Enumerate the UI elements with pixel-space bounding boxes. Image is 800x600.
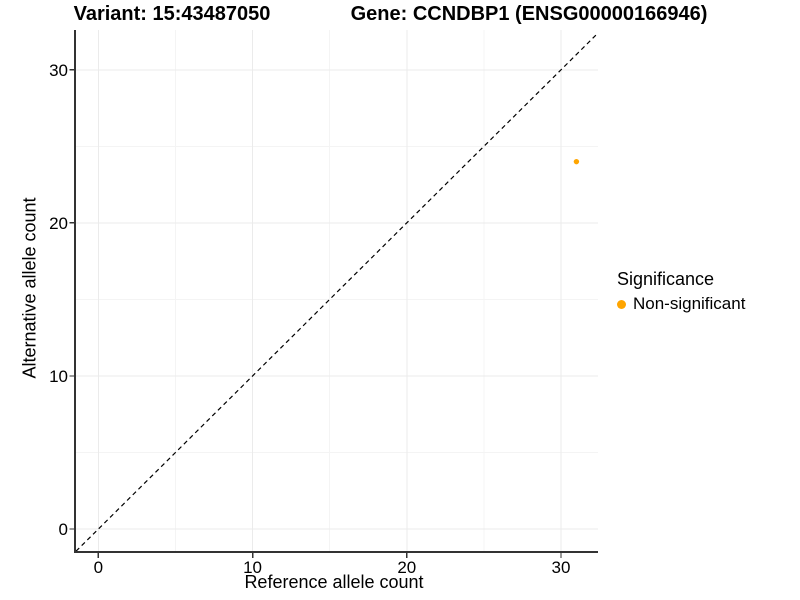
y-tick-label: 10 (49, 367, 68, 386)
identity-line (75, 32, 599, 552)
y-tick-label: 30 (49, 61, 68, 80)
legend: Significance Non-significant (617, 269, 745, 314)
data-point (573, 158, 580, 165)
x-tick-label: 20 (397, 558, 416, 577)
legend-point-icon (617, 299, 626, 309)
y-axis-title: Alternative allele count (19, 197, 40, 379)
x-tick-label: 0 (94, 558, 103, 577)
x-tick-label: 10 (243, 558, 262, 577)
legend-item: Non-significant (617, 294, 745, 314)
legend-title: Significance (617, 269, 715, 289)
y-tick-label: 20 (49, 214, 68, 233)
plot-title-variant: Variant: 15:43487050 (73, 3, 271, 25)
x-axis-title: Reference allele count (244, 572, 424, 592)
plot-title-gene: Gene: CCNDBP1 (ENSG00000166946) (350, 3, 708, 25)
y-tick-label: 0 (59, 520, 68, 539)
legend-item-label: Non-significant (633, 294, 746, 313)
x-tick-label: 30 (552, 558, 571, 577)
